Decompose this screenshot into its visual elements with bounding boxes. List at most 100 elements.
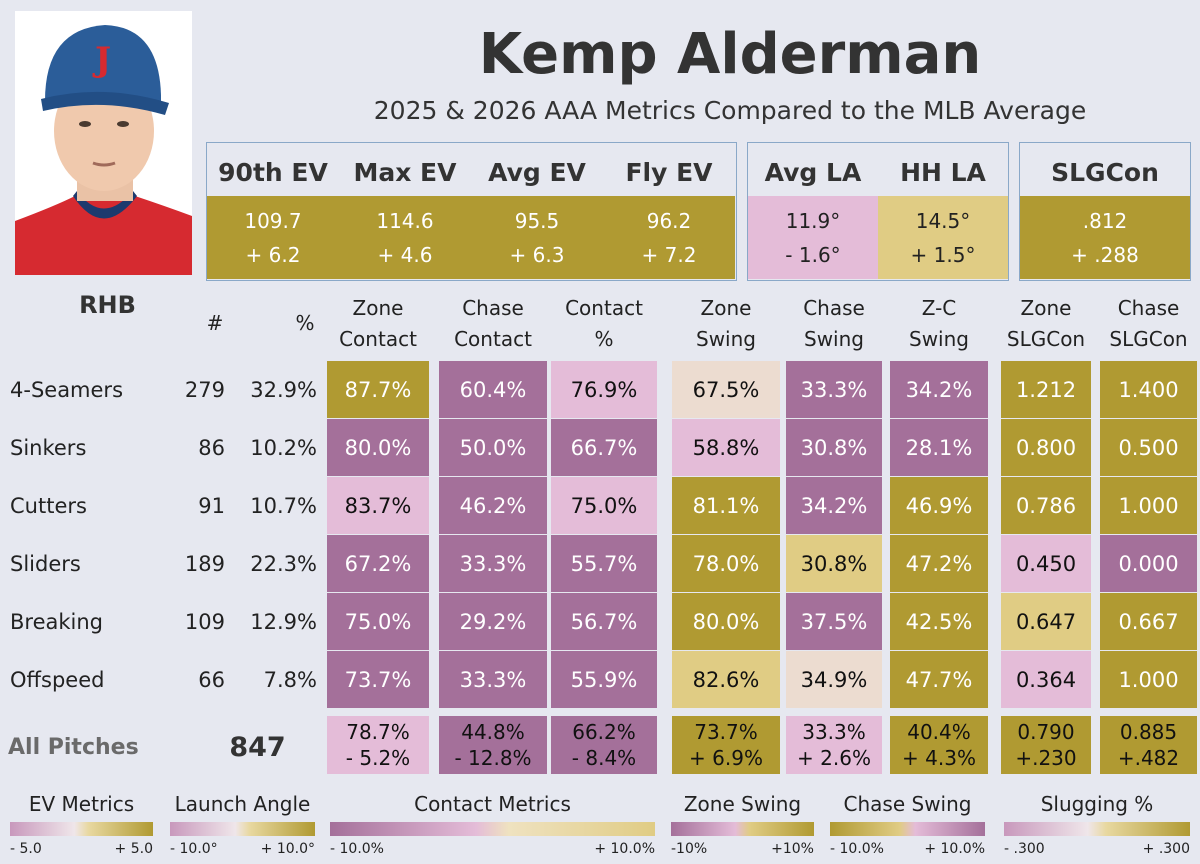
pitch-type-label: 4-Seamers <box>10 377 124 402</box>
legend-min-label: - 10.0% <box>830 841 884 857</box>
legend-min-label: - .300 <box>1004 841 1045 857</box>
column-header-line2: Swing <box>696 327 756 351</box>
ev-metric-value: 95.5 <box>514 208 560 233</box>
ev-metric-header: Max EV <box>353 157 457 187</box>
totals-cell: 44.8% - 12.8% <box>439 716 547 774</box>
column-header: Z-C Swing <box>885 293 993 355</box>
totals-value: 66.2% <box>572 720 636 744</box>
legend-max-label: + 5.0 <box>114 841 153 857</box>
pitch-type-label: Breaking <box>10 609 104 634</box>
ev-metric-value-box: 96.2 + 7.2 <box>603 196 735 279</box>
la-metric-diff: - 1.6° <box>785 242 841 267</box>
table-cell: 55.9% <box>551 651 657 708</box>
ev-metric-diff: + 6.3 <box>509 242 565 267</box>
ev-metric-diff: + 6.2 <box>245 242 301 267</box>
totals-cell: 40.4% + 4.3% <box>890 716 988 774</box>
totals-value: 44.8% <box>461 720 525 744</box>
column-header-line1: Zone <box>1020 296 1072 320</box>
legend-color-bar <box>830 822 985 836</box>
pitch-count: 279 <box>184 377 225 402</box>
column-header-line2: Contact <box>339 327 417 351</box>
la-metric-header: HH LA <box>900 157 986 187</box>
table-cell: 56.7% <box>551 593 657 650</box>
pitch-count: 66 <box>198 667 225 692</box>
totals-diff: + 4.3% <box>902 746 976 770</box>
la-metric-value-box: 11.9° - 1.6° <box>748 196 878 279</box>
legend-min-label: -10% <box>671 841 708 857</box>
column-header-line1: Chase <box>803 296 865 320</box>
column-header: Zone Swing <box>667 293 785 355</box>
table-cell: 33.3% <box>439 535 547 592</box>
ev-metric-diff: + 4.6 <box>377 242 433 267</box>
pitch-pct: 10.7% <box>250 493 317 518</box>
totals-diff: +.230 <box>1015 746 1077 770</box>
table-cell: 33.3% <box>439 651 547 708</box>
column-header-line1: Zone <box>352 296 404 320</box>
ev-metric-value-box: 109.7 + 6.2 <box>207 196 339 279</box>
table-cell: 37.5% <box>786 593 882 650</box>
table-cell: 1.212 <box>1001 361 1091 418</box>
count-header: # <box>206 311 224 335</box>
totals-cell: 78.7% - 5.2% <box>327 716 429 774</box>
table-cell: 1.400 <box>1100 361 1197 418</box>
pitch-type-label: Cutters <box>10 493 87 518</box>
pitch-type-label: Sliders <box>10 551 81 576</box>
table-cell: 83.7% <box>327 477 429 534</box>
legend-min-label: - 10.0% <box>330 841 384 857</box>
totals-value: 40.4% <box>907 720 971 744</box>
pitch-pct: 10.2% <box>250 435 317 460</box>
table-cell: 0.667 <box>1100 593 1197 650</box>
legend-color-bar <box>330 822 655 836</box>
table-cell: 30.8% <box>786 535 882 592</box>
legend-title: Launch Angle <box>174 792 311 816</box>
column-header: Contact% <box>546 293 662 355</box>
player-name: Kemp Alderman <box>478 21 982 87</box>
table-cell: 67.5% <box>672 361 780 418</box>
ev-metric-header: Avg EV <box>488 157 586 187</box>
table-cell: 0.500 <box>1100 419 1197 476</box>
legend-color-bar <box>170 822 315 836</box>
legend-min-label: - 5.0 <box>10 841 42 857</box>
table-cell: 34.9% <box>786 651 882 708</box>
table-cell: 60.4% <box>439 361 547 418</box>
la-metric-header: Avg LA <box>764 157 862 187</box>
totals-cell: 66.2% - 8.4% <box>551 716 657 774</box>
table-cell: 0.647 <box>1001 593 1091 650</box>
la-metric-value-box: 14.5° + 1.5° <box>878 196 1008 279</box>
totals-diff: - 8.4% <box>571 746 637 770</box>
table-cell: 1.000 <box>1100 651 1197 708</box>
totals-value: 0.885 <box>1119 720 1178 744</box>
svg-text:J: J <box>92 40 111 80</box>
table-cell: 78.0% <box>672 535 780 592</box>
column-header-line1: Z-C <box>921 296 957 320</box>
ev-metric-value: 109.7 <box>244 208 302 233</box>
totals-diff: - 12.8% <box>454 746 532 770</box>
legend-max-label: + .300 <box>1142 841 1190 857</box>
totals-cell: 73.7% + 6.9% <box>672 716 780 774</box>
player-photo: J <box>15 11 192 275</box>
slg-metric-value: .812 <box>1082 208 1128 233</box>
pitch-count: 189 <box>184 551 225 576</box>
table-cell: 73.7% <box>327 651 429 708</box>
table-cell: 0.786 <box>1001 477 1091 534</box>
legend-max-label: + 10.0° <box>260 841 315 857</box>
legend-max-label: + 10.0% <box>924 841 985 857</box>
totals-value: 78.7% <box>346 720 410 744</box>
table-cell: 30.8% <box>786 419 882 476</box>
legend-max-label: + 10.0% <box>594 841 655 857</box>
legend-title: Zone Swing <box>683 792 802 816</box>
ev-metric-value-box: 95.5 + 6.3 <box>471 196 603 279</box>
table-cell: 47.2% <box>890 535 988 592</box>
table-cell: 66.7% <box>551 419 657 476</box>
legend-min-label: - 10.0° <box>170 841 218 857</box>
totals-cell: 0.790 +.230 <box>1001 716 1091 774</box>
ev-metric-header: 90th EV <box>218 157 328 187</box>
table-cell: 80.0% <box>672 593 780 650</box>
slg-metric-diff: + .288 <box>1071 242 1139 267</box>
table-cell: 1.000 <box>1100 477 1197 534</box>
column-header-line2: % <box>594 327 614 351</box>
table-cell: 46.2% <box>439 477 547 534</box>
la-metric-value: 14.5° <box>915 208 971 233</box>
totals-value: 0.790 <box>1017 720 1075 744</box>
column-header: Zone Contact <box>322 293 434 355</box>
